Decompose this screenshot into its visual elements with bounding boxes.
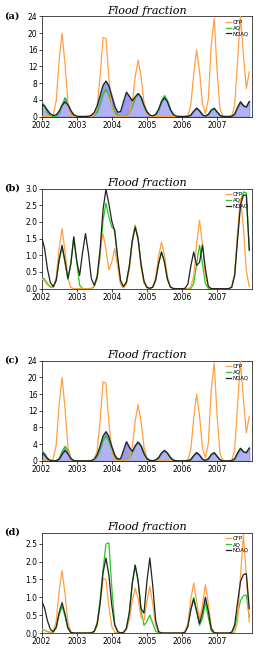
Legend: CFP, AQ, NOAQ: CFP, AQ, NOAQ (223, 362, 251, 383)
Legend: CFP, AQ, NOAQ: CFP, AQ, NOAQ (223, 190, 251, 211)
Title: Flood fraction: Flood fraction (107, 522, 187, 532)
Title: Flood fraction: Flood fraction (107, 178, 187, 188)
Title: Flood fraction: Flood fraction (107, 350, 187, 360)
Title: Flood fraction: Flood fraction (107, 6, 187, 16)
Text: (b): (b) (4, 184, 20, 193)
Text: (a): (a) (4, 11, 19, 20)
Legend: CFP, AQ, NOAQ: CFP, AQ, NOAQ (223, 18, 251, 39)
Text: (d): (d) (4, 528, 20, 537)
Text: (c): (c) (4, 356, 18, 365)
Legend: CFP, AQ, NOAQ: CFP, AQ, NOAQ (223, 534, 251, 555)
